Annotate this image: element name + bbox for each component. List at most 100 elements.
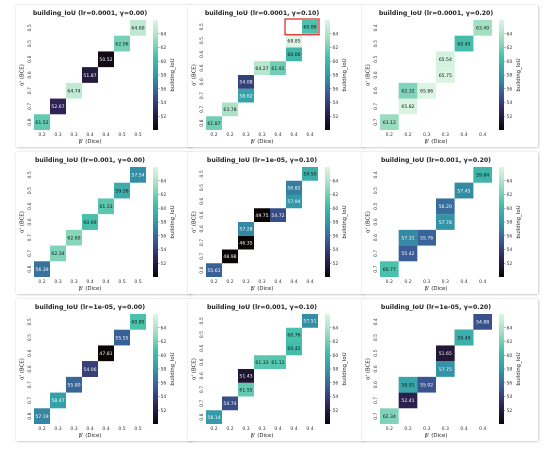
y-tick-label: 0.6 xyxy=(373,87,379,94)
cell-value-label: 68.85 xyxy=(287,38,300,44)
colorbar-tick-label: 62 xyxy=(161,339,167,345)
heatmap-cell xyxy=(454,182,474,199)
x-tick-label: 0.4 xyxy=(290,132,297,138)
colorbar-tick-label: 64 xyxy=(507,31,513,37)
y-tick-label: 0.6 xyxy=(199,198,205,205)
y-tick-label: 0.5 xyxy=(199,37,205,44)
x-tick-label: 0.2 xyxy=(226,132,233,138)
x-tick-label: 0.2 xyxy=(38,132,45,138)
cell-value-label: 60.45 xyxy=(457,41,470,47)
heatmap-cell xyxy=(436,361,455,377)
y-tick-label: 0.7 xyxy=(27,103,33,110)
x-tick-label: 0.3 xyxy=(423,426,430,432)
cell-value-label: 56.82 xyxy=(287,185,300,191)
y-axis-label: α' (BCE) xyxy=(366,211,372,233)
colorbar xyxy=(153,314,158,424)
x-tick-label: 0.4 xyxy=(479,279,486,285)
heatmap-cell xyxy=(302,20,318,34)
colorbar-tick-label: 56 xyxy=(333,233,339,239)
y-tick-label: 0.7 xyxy=(373,265,379,272)
colorbar-tick-label: 54 xyxy=(333,247,339,253)
x-tick-label: 0.3 xyxy=(242,132,249,138)
heatmap-cell xyxy=(398,376,418,393)
heatmap-cell xyxy=(254,208,270,222)
x-tick-label: 0.4 xyxy=(306,279,313,285)
heatmap-cell xyxy=(436,67,455,83)
x-tick-label: 0.3 xyxy=(442,426,449,432)
heatmap-cell xyxy=(130,20,146,36)
cell-value-label: 65.82 xyxy=(401,104,414,110)
colorbar-tick-label: 52 xyxy=(161,408,167,414)
heatmap-cell xyxy=(114,35,130,52)
cell-value-label: 60.00 xyxy=(287,52,300,58)
y-tick-label: 0.6 xyxy=(199,211,205,218)
y-tick-label: 0.5 xyxy=(27,334,33,341)
x-tick-label: 0.3 xyxy=(258,132,265,138)
cell-value-label: 64.74 xyxy=(67,89,80,95)
x-tick-label: 0.4 xyxy=(274,279,281,285)
y-tick-label: 0.7 xyxy=(373,412,379,419)
heatmap-cell xyxy=(436,214,455,230)
x-tick-label: 0.4 xyxy=(306,426,313,432)
x-tick-label: 0.4 xyxy=(479,426,486,432)
highlight-box xyxy=(284,18,320,36)
cell-value-label: 55.02 xyxy=(420,383,433,389)
heatmap-cell xyxy=(270,208,286,222)
colorbar-tick-label: 56 xyxy=(507,380,513,386)
colorbar-tick-label: 64 xyxy=(161,178,167,184)
colorbar-tick-label: 58 xyxy=(507,73,513,79)
colorbar-tick-label: 54 xyxy=(507,394,513,400)
heatmap-panel: building_IoU (lr=0.0001, γ=0.20) 63.12 65.… xyxy=(362,5,538,147)
heatmap-svg: building_IoU (lr=0.001, γ=0.00) 56.39 62.3… xyxy=(20,157,177,292)
heatmap-cell xyxy=(82,67,98,83)
y-axis-label: α' (BCE) xyxy=(192,211,198,233)
colorbar-tick-label: 56 xyxy=(507,233,513,239)
x-tick-label: 0.3 xyxy=(258,279,265,285)
colorbar-label: building_IoU xyxy=(342,352,348,385)
x-tick-label: 0.2 xyxy=(226,426,233,432)
heatmap-cell xyxy=(98,51,114,68)
y-tick-label: 0.5 xyxy=(199,23,205,30)
colorbar-label: building_IoU xyxy=(170,352,176,385)
heatmap-cell xyxy=(238,235,254,250)
heatmap-cell xyxy=(286,327,302,342)
y-axis-label: α' (BCE) xyxy=(192,64,198,86)
x-axis-label: β' (Dice) xyxy=(251,139,274,145)
heatmap-svg: building_IoU (lr=0.0001, γ=0.10) 61.87 63.… xyxy=(192,10,349,145)
heatmap-cell xyxy=(254,61,270,75)
colorbar-label: building_IoU xyxy=(516,58,522,91)
colorbar-tick-label: 64 xyxy=(507,325,513,331)
y-tick-label: 0.5 xyxy=(27,24,33,31)
cell-value-label: 54.74 xyxy=(223,401,236,407)
y-tick-label: 0.6 xyxy=(373,365,379,372)
y-tick-label: 0.6 xyxy=(373,218,379,225)
cell-value-label: 48.98 xyxy=(223,254,236,260)
heatmap-cell xyxy=(114,329,130,346)
y-tick-label: 0.6 xyxy=(199,372,205,379)
colorbar-tick-label: 58 xyxy=(161,220,167,226)
colorbar-tick-label: 64 xyxy=(333,325,339,331)
cell-value-label: 55.76 xyxy=(420,236,433,242)
x-axis-label: β' (Dice) xyxy=(251,433,274,439)
cell-value-label: 54.88 xyxy=(476,320,489,326)
x-axis-label: β' (Dice) xyxy=(425,286,448,292)
heatmap-cell xyxy=(50,98,66,115)
colorbar-label: building_IoU xyxy=(516,352,522,385)
colorbar-tick-label: 56 xyxy=(161,380,167,386)
x-tick-label: 0.4 xyxy=(460,279,467,285)
y-tick-label: 0.5 xyxy=(373,40,379,47)
y-tick-label: 0.5 xyxy=(199,317,205,324)
cell-value-label: 60.77 xyxy=(383,267,396,273)
x-axis-label: β' (Dice) xyxy=(425,433,448,439)
heatmap-cell xyxy=(130,167,146,183)
colorbar xyxy=(325,314,330,424)
x-tick-label: 0.4 xyxy=(102,132,109,138)
cell-value-label: 64.60 xyxy=(131,26,144,32)
colorbar-tick-label: 60 xyxy=(161,206,167,212)
colorbar-tick-label: 60 xyxy=(161,353,167,359)
heatmap-cell xyxy=(238,382,254,397)
x-tick-label: 0.4 xyxy=(102,279,109,285)
cell-value-label: 61.12 xyxy=(271,360,284,366)
colorbar-tick-label: 64 xyxy=(333,31,339,37)
cell-value-label: 62.06 xyxy=(115,41,128,47)
